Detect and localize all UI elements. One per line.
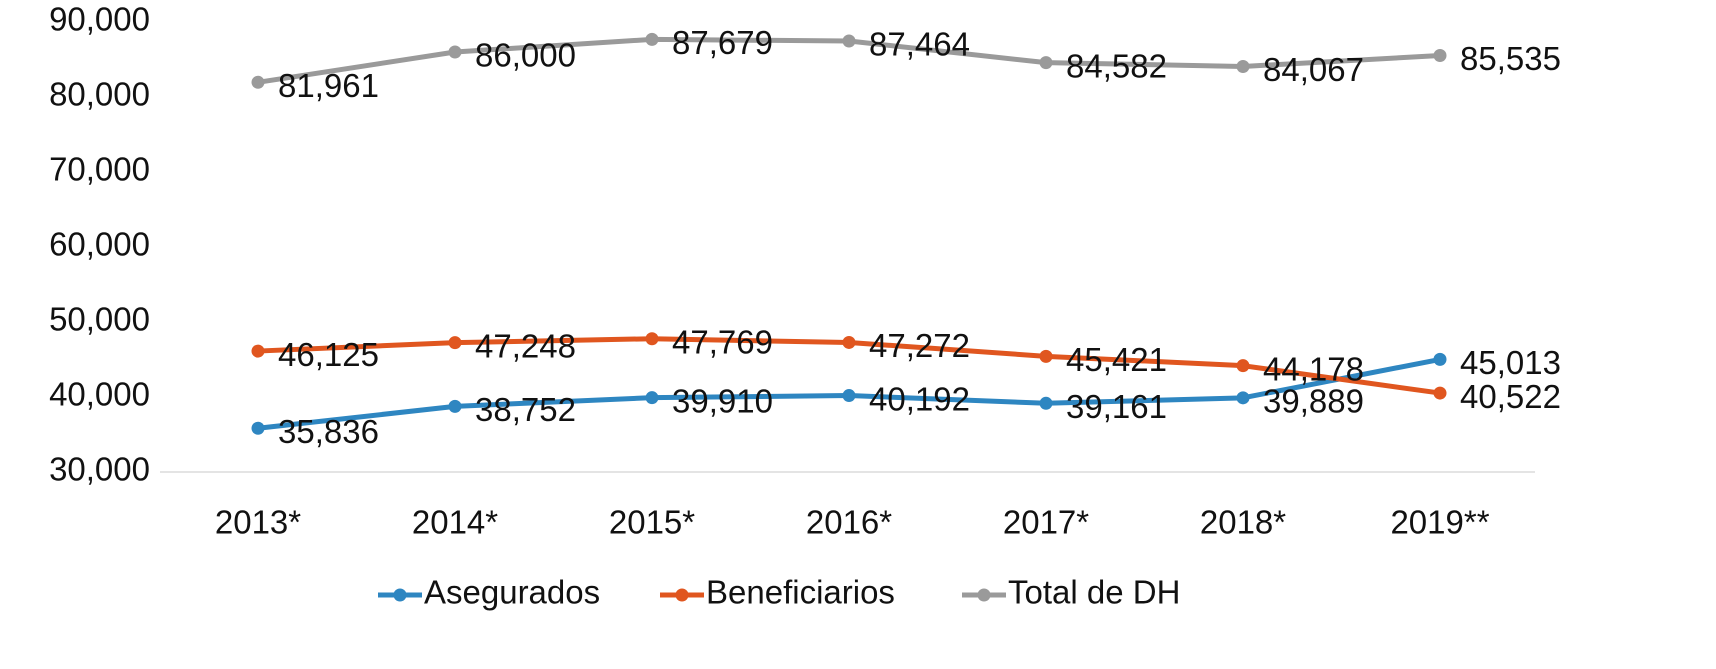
point bbox=[448, 45, 462, 59]
y-tick-label: 80,000 bbox=[49, 76, 150, 113]
legend-label: Asegurados bbox=[424, 574, 600, 611]
point bbox=[842, 389, 856, 403]
x-tick-label: 2013* bbox=[215, 504, 301, 541]
y-tick-label: 50,000 bbox=[49, 301, 150, 338]
data-label: 85,535 bbox=[1460, 40, 1561, 77]
data-label: 40,192 bbox=[869, 380, 970, 417]
legend-marker bbox=[977, 588, 991, 602]
data-label: 84,582 bbox=[1066, 47, 1167, 84]
data-label: 47,769 bbox=[672, 323, 773, 360]
data-label: 44,178 bbox=[1263, 350, 1364, 387]
legend-label: Beneficiarios bbox=[706, 574, 895, 611]
point bbox=[645, 32, 659, 46]
x-tick-label: 2017* bbox=[1003, 504, 1089, 541]
data-label: 46,125 bbox=[278, 336, 379, 373]
point bbox=[251, 421, 265, 435]
data-label: 35,836 bbox=[278, 413, 379, 450]
data-label: 38,752 bbox=[475, 391, 576, 428]
point bbox=[448, 336, 462, 350]
point bbox=[1433, 352, 1447, 366]
point bbox=[1039, 349, 1053, 363]
point bbox=[1433, 386, 1447, 400]
point bbox=[1433, 48, 1447, 62]
point bbox=[645, 332, 659, 346]
data-label: 45,421 bbox=[1066, 341, 1167, 378]
point bbox=[251, 75, 265, 89]
data-label: 81,961 bbox=[278, 67, 379, 104]
point bbox=[448, 399, 462, 413]
data-label: 39,910 bbox=[672, 382, 773, 419]
y-tick-label: 30,000 bbox=[49, 451, 150, 488]
x-tick-label: 2019** bbox=[1390, 504, 1489, 541]
y-tick-label: 40,000 bbox=[49, 376, 150, 413]
y-tick-label: 60,000 bbox=[49, 226, 150, 263]
data-label: 87,464 bbox=[869, 26, 970, 63]
data-label: 45,013 bbox=[1460, 344, 1561, 381]
point bbox=[1039, 396, 1053, 410]
data-label: 39,889 bbox=[1263, 383, 1364, 420]
data-label: 39,161 bbox=[1066, 388, 1167, 425]
data-label: 86,000 bbox=[475, 37, 576, 74]
x-tick-label: 2014* bbox=[412, 504, 498, 541]
point bbox=[842, 34, 856, 48]
x-tick-label: 2016* bbox=[806, 504, 892, 541]
data-label: 40,522 bbox=[1460, 378, 1561, 415]
x-tick-label: 2015* bbox=[609, 504, 695, 541]
point bbox=[1236, 59, 1250, 73]
x-tick-label: 2018* bbox=[1200, 504, 1286, 541]
data-label: 47,248 bbox=[475, 327, 576, 364]
point bbox=[251, 344, 265, 358]
data-label: 87,679 bbox=[672, 24, 773, 61]
point bbox=[842, 335, 856, 349]
legend-marker bbox=[393, 588, 407, 602]
data-label: 84,067 bbox=[1263, 51, 1364, 88]
point bbox=[1039, 56, 1053, 70]
point bbox=[645, 391, 659, 405]
legend-marker bbox=[675, 588, 689, 602]
point bbox=[1236, 359, 1250, 373]
y-tick-label: 70,000 bbox=[49, 151, 150, 188]
y-tick-label: 90,000 bbox=[49, 1, 150, 38]
legend-label: Total de DH bbox=[1008, 574, 1180, 611]
point bbox=[1236, 391, 1250, 405]
data-label: 47,272 bbox=[869, 327, 970, 364]
